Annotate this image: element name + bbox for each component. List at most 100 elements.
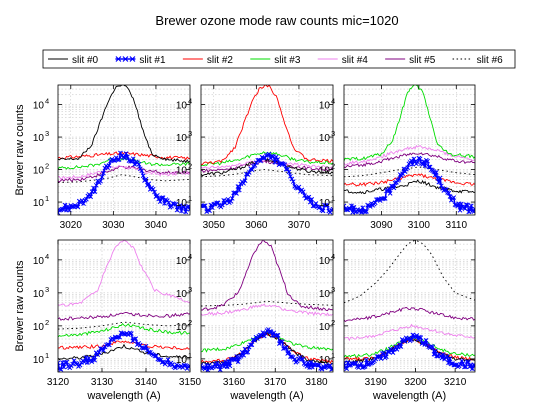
x-axis-label: wavelength (A): [86, 390, 160, 402]
series-marker: [159, 195, 164, 201]
series-line: [58, 164, 190, 180]
series-marker: [468, 203, 474, 209]
legend-entry: slit #4: [317, 55, 368, 66]
series-marker: [349, 203, 354, 209]
x-tick-label: 3020: [60, 220, 83, 231]
plot-frame: [343, 239, 476, 373]
y-tick-label-exponent: 2: [331, 318, 335, 327]
series-marker: [417, 156, 423, 162]
series-line: [344, 179, 475, 195]
x-tick-label: 3090: [370, 220, 393, 231]
series-marker: [324, 202, 330, 208]
series-marker: [391, 185, 397, 191]
y-tick-label: 10: [319, 198, 331, 209]
series-marker: [211, 201, 217, 207]
series-marker: [411, 156, 417, 162]
series-marker: [316, 362, 322, 368]
series-marker: [115, 334, 121, 340]
series-marker: [420, 162, 425, 167]
series-marker: [471, 209, 475, 215]
series-marker: [390, 350, 396, 355]
series-marker: [156, 196, 162, 202]
series-marker: [460, 360, 466, 366]
series-marker: [362, 364, 368, 369]
y-tick-label-exponent: 4: [331, 252, 335, 261]
series-marker: [275, 157, 280, 162]
series-marker: [300, 356, 306, 362]
y-tick-label-exponent: 2: [45, 318, 49, 327]
legend-entry: slit #0: [48, 55, 99, 66]
series-marker: [248, 342, 253, 348]
series-marker: [202, 366, 208, 372]
series-marker: [201, 203, 207, 209]
y-tick-label: 10: [319, 256, 331, 267]
series-line: [344, 323, 475, 342]
series-marker: [222, 200, 228, 206]
y-tick-label: 10: [33, 198, 45, 209]
series-marker: [131, 336, 137, 342]
series-marker: [233, 357, 238, 363]
series-marker: [415, 336, 421, 342]
series-marker: [143, 343, 149, 349]
series-marker: [365, 362, 371, 367]
series-marker: [310, 364, 315, 370]
y-tick-label-exponent: 1: [45, 194, 49, 203]
series-marker: [123, 151, 129, 156]
series-marker: [128, 331, 134, 336]
x-tick-label: 3140: [135, 377, 158, 388]
series-marker: [216, 364, 222, 369]
series-marker: [451, 195, 457, 200]
series-marker: [457, 207, 463, 213]
series-marker: [290, 179, 296, 184]
series-marker: [61, 206, 67, 212]
y-tick-label-exponent: 3: [331, 285, 335, 294]
series-marker: [313, 201, 319, 206]
series-marker: [117, 334, 122, 340]
x-tick-label: 3120: [47, 377, 70, 388]
y-tick-label-exponent: 2: [188, 318, 192, 327]
y-tick-label-exponent: 3: [45, 129, 49, 138]
series-marker: [225, 196, 231, 202]
series-marker: [360, 365, 365, 370]
series-marker: [381, 196, 387, 201]
series-marker: [438, 183, 444, 189]
series-marker: [115, 157, 120, 163]
series-line: [201, 85, 333, 166]
series-marker: [417, 334, 422, 340]
y-tick-label: 10: [33, 256, 45, 267]
series-marker: [425, 158, 430, 164]
series-line: [58, 240, 190, 307]
x-tick-label: 3170: [264, 377, 287, 388]
series-marker: [304, 364, 310, 369]
series-marker: [309, 197, 315, 202]
series-marker: [423, 338, 429, 343]
y-tick-label-exponent: 4: [188, 252, 192, 261]
x-axis-label: wavelength (A): [372, 390, 446, 402]
series-line: [201, 240, 333, 312]
plot-frame: [57, 84, 191, 216]
series-marker: [452, 362, 458, 368]
series-marker: [234, 354, 240, 359]
series-marker: [95, 352, 100, 357]
series-marker: [227, 363, 233, 369]
series-marker: [422, 163, 428, 169]
y-tick-label-exponent: 2: [331, 162, 335, 171]
series-marker: [146, 181, 152, 187]
series-marker: [344, 203, 347, 209]
series-marker: [387, 191, 393, 196]
y-tick-label: 10: [319, 101, 331, 112]
series-marker: [448, 361, 454, 367]
series-marker: [261, 333, 267, 339]
y-tick-label: 10: [319, 289, 331, 300]
series-marker: [62, 360, 68, 365]
y-tick-label: 10: [176, 289, 188, 300]
y-tick-label-exponent: 4: [331, 97, 335, 106]
series-marker: [330, 366, 333, 372]
y-tick-label: 10: [33, 101, 45, 112]
series-line: [344, 173, 475, 187]
series-marker: [215, 360, 220, 366]
